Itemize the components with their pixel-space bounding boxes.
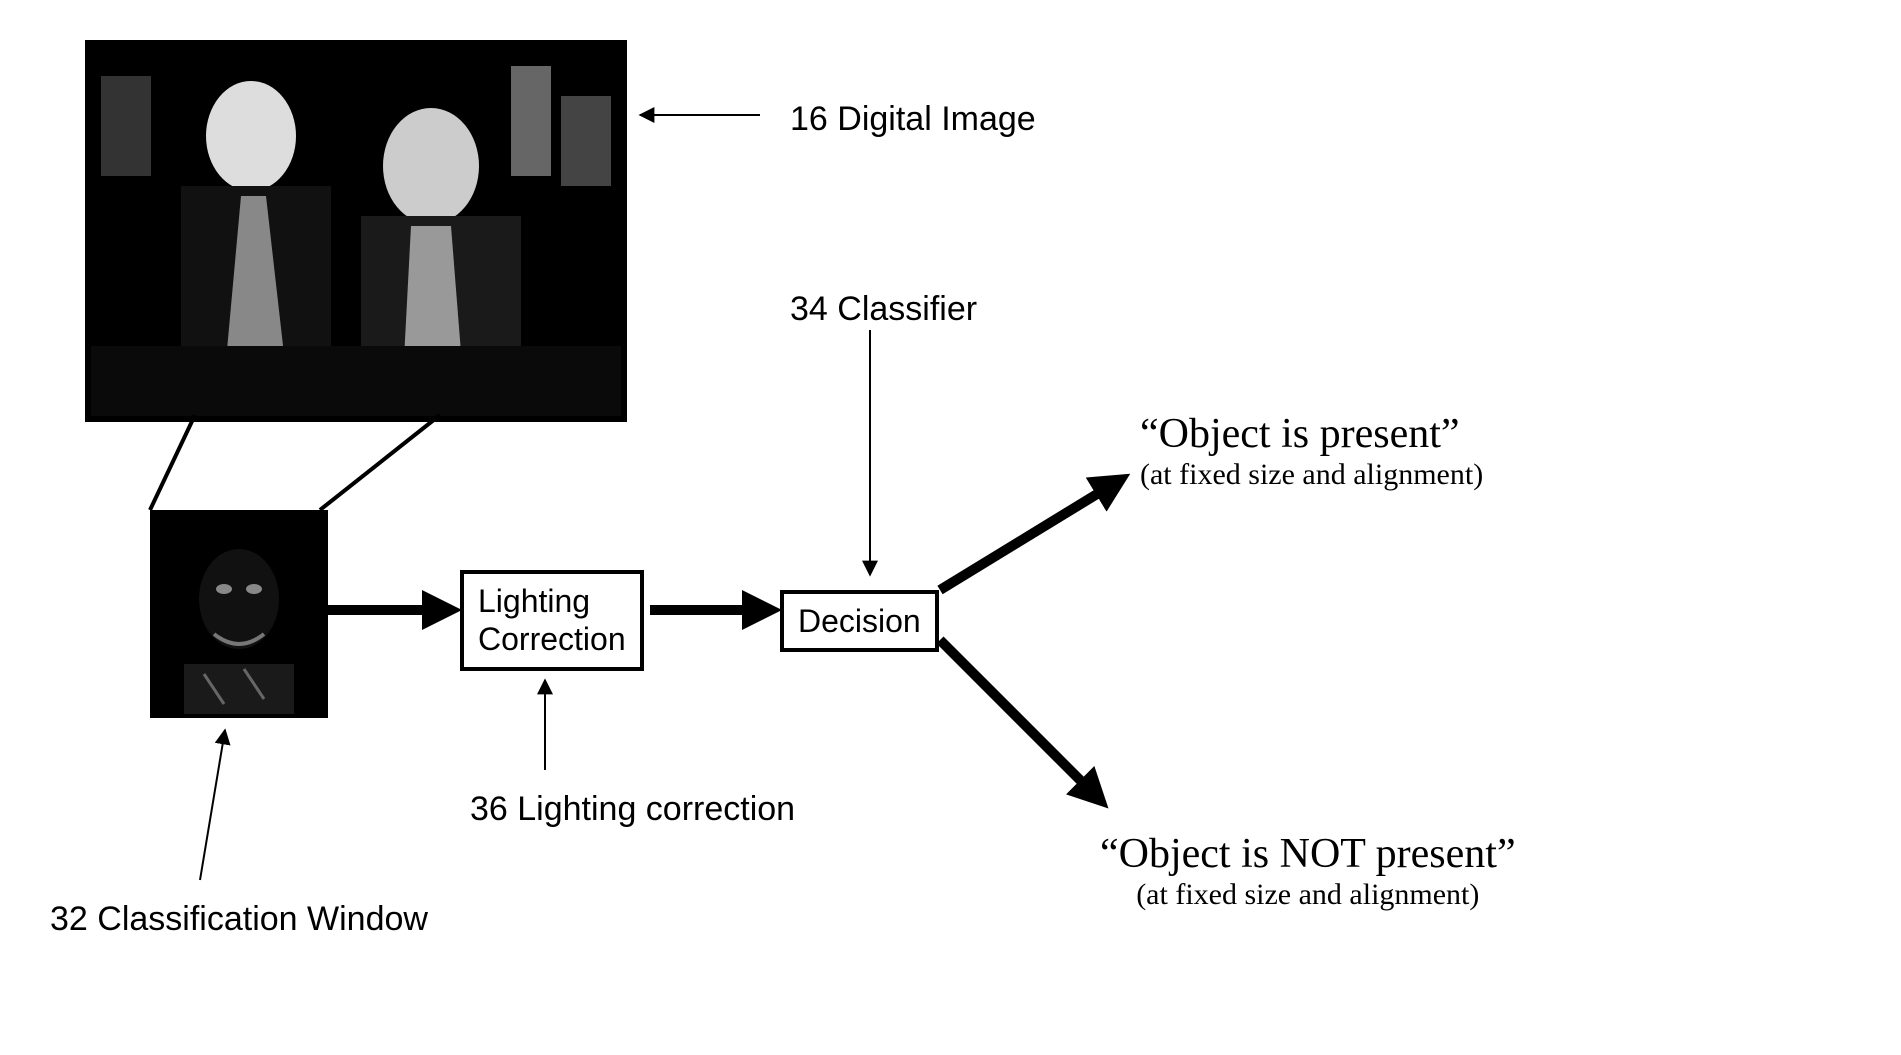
lighting-correction-line2: Correction	[478, 620, 626, 658]
digital-image-graphic	[91, 46, 621, 416]
arrow-classification-window	[200, 730, 225, 880]
classification-window	[150, 510, 328, 718]
decision-box: Decision	[780, 590, 939, 652]
projection-right	[320, 415, 440, 510]
outcome-present-main: “Object is present”	[1140, 410, 1483, 458]
digital-image	[85, 40, 627, 422]
lighting-correction-label: 36 Lighting correction	[470, 790, 795, 829]
projection-left	[150, 415, 195, 510]
outcome-not-present-sub: (at fixed size and alignment)	[1100, 878, 1516, 912]
lighting-correction-line1: Lighting	[478, 582, 626, 620]
classification-window-graphic	[154, 514, 324, 714]
arrow-decision-to-not-present	[940, 640, 1100, 800]
digital-image-label: 16 Digital Image	[790, 100, 1036, 139]
outcome-present: “Object is present” (at fixed size and a…	[1140, 410, 1483, 492]
lighting-correction-box: Lighting Correction	[460, 570, 644, 671]
outcome-not-present: “Object is NOT present” (at fixed size a…	[1100, 830, 1516, 912]
classifier-label: 34 Classifier	[790, 290, 977, 329]
decision-box-text: Decision	[798, 603, 921, 639]
outcome-not-present-main: “Object is NOT present”	[1100, 830, 1516, 878]
arrow-decision-to-present	[940, 480, 1120, 590]
classification-window-label: 32 Classification Window	[50, 900, 428, 939]
outcome-present-sub: (at fixed size and alignment)	[1140, 458, 1483, 492]
